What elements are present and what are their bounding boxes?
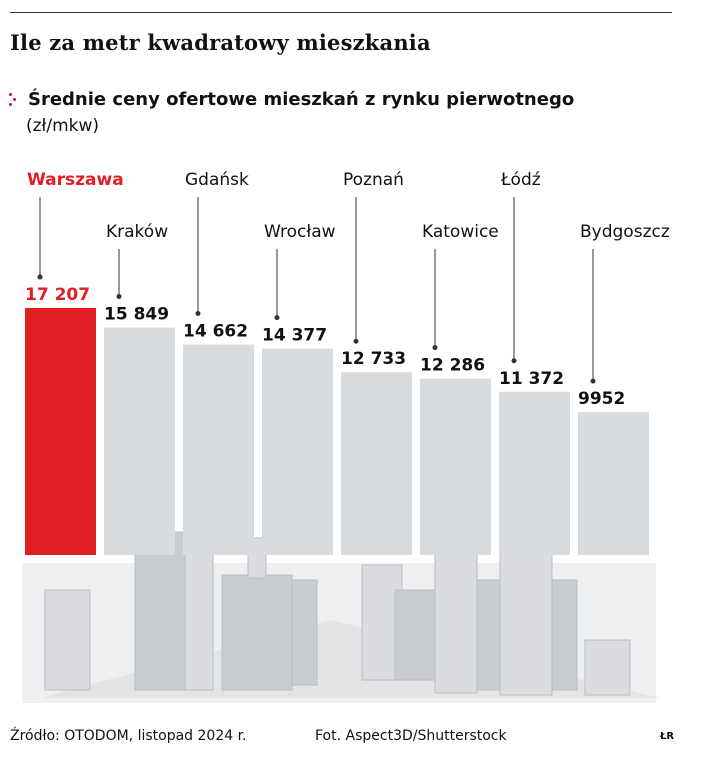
bar-3 xyxy=(262,348,333,555)
leader-dot xyxy=(37,274,43,280)
skyline-building xyxy=(476,579,502,691)
value-label: 11 372 xyxy=(499,369,564,389)
skyline-building xyxy=(44,589,91,691)
leader-dot xyxy=(274,315,280,321)
top-rule xyxy=(10,12,672,13)
skyline-building xyxy=(134,531,186,691)
bar-4 xyxy=(341,372,412,555)
bar-0 xyxy=(25,308,96,555)
skyline-building xyxy=(499,544,553,696)
category-label: Gdańsk xyxy=(185,170,249,190)
skyline-building xyxy=(584,639,631,696)
subtitle-row: Średnie ceny ofertowe mieszkań z rynku p… xyxy=(8,89,574,110)
skyline-building xyxy=(394,589,436,681)
value-label: 17 207 xyxy=(25,285,90,305)
value-label: 14 377 xyxy=(262,326,327,346)
skyline-building xyxy=(291,579,318,686)
value-label: 12 286 xyxy=(420,356,485,376)
leader-dot xyxy=(590,378,596,384)
chart-title: Ile za metr kwadratowy mieszkania xyxy=(10,30,431,55)
chart-subtitle: Średnie ceny ofertowe mieszkań z rynku p… xyxy=(28,89,575,110)
leader-dot xyxy=(195,311,201,317)
category-label: Bydgoszcz xyxy=(580,222,670,242)
category-label: Warszawa xyxy=(27,170,124,190)
bar-chart: 17 207 Warszawa 15 849 Kraków 14 662 Gdańsk 14… xyxy=(22,170,670,703)
source-note: Źródło: OTODOM, listopad 2024 r. xyxy=(10,728,247,744)
leader-dot xyxy=(116,293,122,299)
category-label: Katowice xyxy=(422,222,499,242)
category-label: Kraków xyxy=(106,222,168,242)
photo-credit: Fot. Aspect3D/Shutterstock xyxy=(315,728,507,744)
skyline-building xyxy=(551,579,578,691)
value-label: 14 662 xyxy=(183,322,248,342)
leader-dot xyxy=(511,358,517,364)
dots-icon xyxy=(8,91,22,109)
category-label: Poznań xyxy=(343,170,404,190)
value-label: 15 849 xyxy=(104,304,169,324)
value-label: 9952 xyxy=(578,389,625,409)
bar-7 xyxy=(578,412,649,555)
bar-2 xyxy=(183,344,254,555)
bar-5 xyxy=(420,378,491,555)
skyline-building xyxy=(221,574,293,691)
value-label: 12 733 xyxy=(341,349,406,369)
bar-6 xyxy=(499,391,570,555)
bar-1 xyxy=(104,327,175,555)
skyline-building xyxy=(434,544,478,694)
publisher-logo: ŁR xyxy=(660,731,675,742)
leader-dot xyxy=(432,345,438,351)
unit-label: (zł/mkw) xyxy=(26,116,100,136)
leader-dot xyxy=(353,338,359,344)
skyline-building xyxy=(184,549,214,691)
category-label: Wrocław xyxy=(264,222,336,242)
category-label: Łódź xyxy=(500,170,541,190)
